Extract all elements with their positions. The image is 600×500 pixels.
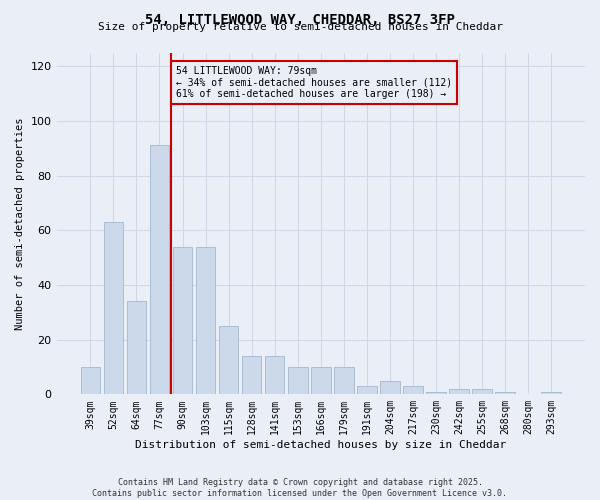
Text: 54 LITTLEWOOD WAY: 79sqm
← 34% of semi-detached houses are smaller (112)
61% of : 54 LITTLEWOOD WAY: 79sqm ← 34% of semi-d… <box>176 66 452 100</box>
Bar <box>496 392 515 394</box>
Bar <box>311 367 331 394</box>
Text: 54, LITTLEWOOD WAY, CHEDDAR, BS27 3FP: 54, LITTLEWOOD WAY, CHEDDAR, BS27 3FP <box>145 12 455 26</box>
Bar <box>357 386 377 394</box>
Bar <box>127 302 146 394</box>
Bar <box>472 389 492 394</box>
Bar <box>449 389 469 394</box>
Bar <box>196 246 215 394</box>
Bar <box>242 356 262 395</box>
Text: Size of property relative to semi-detached houses in Cheddar: Size of property relative to semi-detach… <box>97 22 503 32</box>
Bar <box>173 246 193 394</box>
Bar <box>380 380 400 394</box>
Bar <box>149 146 169 394</box>
Text: Contains HM Land Registry data © Crown copyright and database right 2025.
Contai: Contains HM Land Registry data © Crown c… <box>92 478 508 498</box>
X-axis label: Distribution of semi-detached houses by size in Cheddar: Distribution of semi-detached houses by … <box>135 440 506 450</box>
Bar <box>403 386 423 394</box>
Bar <box>541 392 561 394</box>
Bar <box>334 367 353 394</box>
Y-axis label: Number of semi-detached properties: Number of semi-detached properties <box>15 117 25 330</box>
Bar <box>219 326 238 394</box>
Bar <box>265 356 284 395</box>
Bar <box>288 367 308 394</box>
Bar <box>104 222 123 394</box>
Bar <box>426 392 446 394</box>
Bar <box>80 367 100 394</box>
